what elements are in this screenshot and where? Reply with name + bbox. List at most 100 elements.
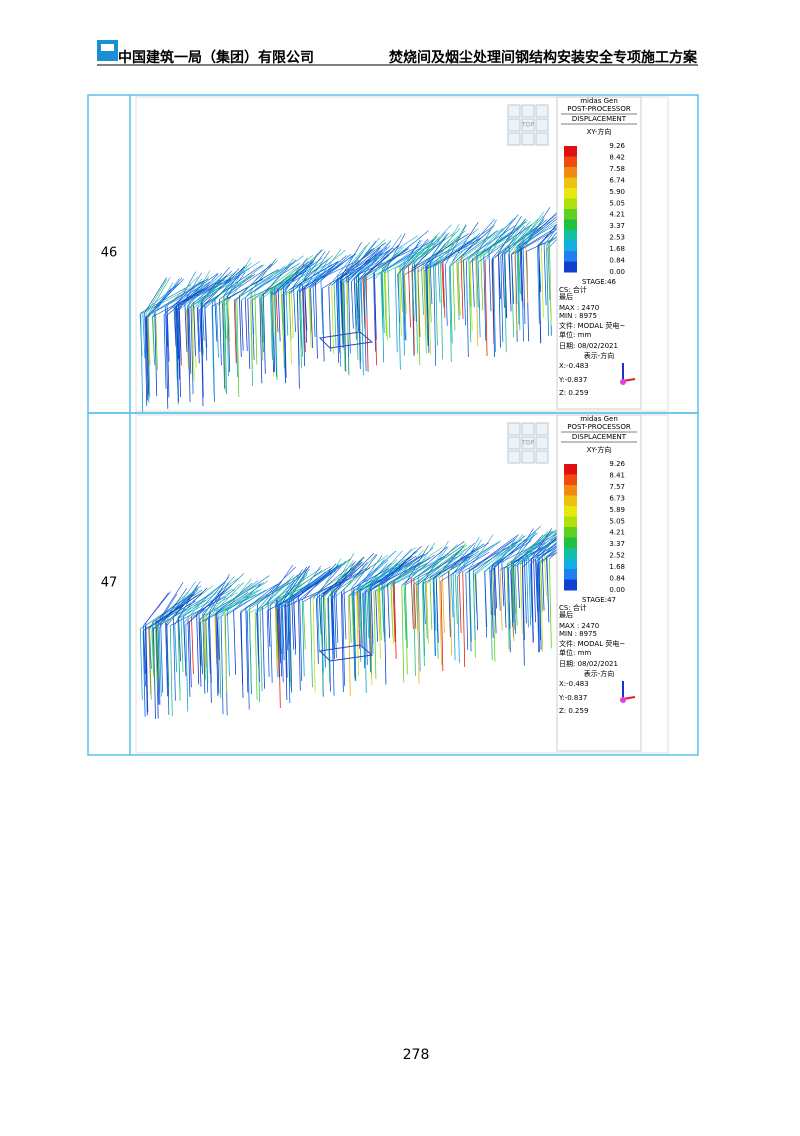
frame-column: [188, 621, 192, 688]
frame-column: [503, 568, 507, 628]
frame-column: [318, 594, 322, 635]
frame-column: [537, 562, 541, 641]
frame-column: [528, 556, 532, 626]
frame-column: [139, 628, 143, 700]
frame-column: [322, 593, 326, 668]
frame-roof: [146, 288, 172, 318]
legend-value: 8.42: [609, 153, 625, 161]
frame-roof: [356, 557, 409, 591]
frame-roof: [271, 268, 314, 296]
frame-column: [429, 260, 433, 305]
frame-column: [287, 603, 291, 704]
frame-roof: [502, 226, 525, 254]
frame-roof: [362, 563, 388, 594]
frame-column: [357, 274, 361, 370]
color-band: [564, 569, 577, 580]
axis-y: Y:-0.837: [558, 376, 587, 384]
frame-column: [423, 262, 426, 329]
frame-column: [347, 596, 351, 697]
frame-roof: [227, 269, 279, 300]
frame-roof: [254, 255, 304, 292]
frame-column: [321, 288, 325, 362]
frame-column: [274, 293, 278, 380]
frame-roof: [309, 257, 330, 288]
nav-label: TOP: [521, 440, 534, 447]
frame-column: [320, 279, 324, 335]
frame-roof: [270, 264, 302, 291]
file: 文件: MODAL 荧电~: [559, 321, 625, 330]
frame-roof: [189, 584, 232, 623]
nav-cube: [521, 422, 535, 436]
frame-column: [382, 584, 385, 642]
frame-column: [271, 294, 275, 337]
frame-column: [404, 584, 408, 648]
frame-roof: [452, 222, 479, 261]
frame-column: [348, 595, 352, 643]
nav-label: TOP: [521, 122, 534, 129]
frame-roof: [428, 228, 479, 267]
frame-column: [339, 279, 343, 330]
frame-column: [494, 565, 498, 609]
frame-column: [475, 255, 479, 308]
frame-roof: [166, 276, 199, 307]
frame-column: [526, 558, 529, 628]
frame-column: [343, 589, 347, 640]
frame-column: [202, 621, 206, 679]
frame-roof: [190, 270, 233, 306]
legend-value: 5.90: [609, 188, 625, 196]
frame-column: [148, 629, 152, 700]
frame-column: [340, 591, 344, 692]
frame-column: [235, 301, 238, 378]
frame-roof: [247, 271, 307, 299]
frame-roof: [462, 218, 495, 256]
frame-roof: [402, 232, 440, 270]
frame-column: [315, 598, 319, 664]
frame-roof: [437, 235, 462, 262]
nav-cube: [535, 104, 549, 118]
frame-column: [469, 568, 472, 642]
frame-column: [269, 290, 273, 360]
frame-column: [338, 279, 342, 367]
frame-roof: [422, 553, 463, 583]
frame-column: [331, 599, 335, 696]
frame-roof: [262, 568, 321, 608]
frame-column: [424, 579, 428, 639]
frame-column: [402, 269, 406, 340]
frame-column: [297, 292, 300, 389]
frame-roof: [275, 572, 302, 607]
legend-value: 4.21: [609, 529, 625, 537]
frame-column: [155, 620, 159, 719]
frame-column: [157, 622, 161, 705]
frame-base: [318, 644, 374, 662]
frame-roof: [501, 531, 536, 564]
frame-column: [300, 290, 303, 357]
frame-column: [222, 296, 226, 392]
frame-roof: [302, 249, 346, 285]
frame-column: [450, 574, 454, 618]
frame-column: [364, 591, 368, 665]
frame-column: [359, 592, 363, 639]
frame-roof: [337, 245, 367, 280]
frame-column: [373, 273, 376, 352]
frame-roof: [240, 583, 278, 613]
frame-roof: [317, 561, 357, 594]
frame-roof: [328, 249, 359, 287]
frame-roof: [331, 569, 367, 600]
frame-roof: [152, 288, 204, 318]
frame-column: [454, 574, 458, 625]
frame-roof: [190, 267, 250, 307]
frame-column: [530, 559, 534, 643]
frame-roof: [204, 274, 242, 309]
frame-column: [394, 268, 398, 353]
color-band: [564, 167, 577, 178]
frame-roof: [498, 215, 522, 254]
frame-roof: [433, 238, 475, 267]
frame-roof: [318, 558, 342, 595]
frame-column: [328, 286, 332, 352]
company: 中国建筑一局（集团）有限公司: [118, 49, 314, 66]
frame-roof: [159, 587, 188, 629]
frame-column: [514, 567, 518, 626]
frame-roof: [457, 228, 504, 262]
frame-column: [151, 317, 155, 358]
nav-cube: [521, 104, 535, 118]
